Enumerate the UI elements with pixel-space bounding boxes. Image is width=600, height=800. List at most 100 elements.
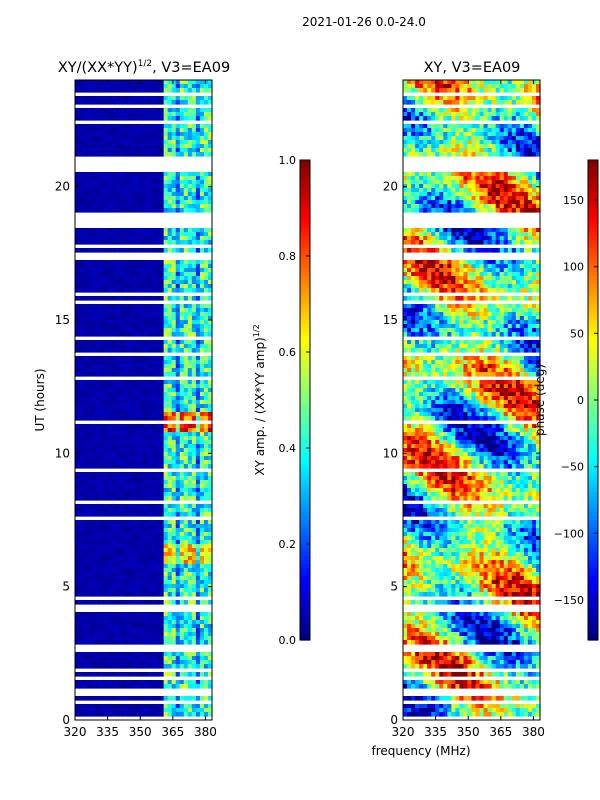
heatmap-cell — [143, 592, 149, 597]
heatmap-cell — [131, 712, 137, 717]
heatmap-cell — [115, 288, 120, 293]
heatmap-cell — [183, 552, 189, 557]
heatmap-cell — [79, 260, 84, 265]
heatmap-cell — [135, 592, 141, 597]
heatmap-cell — [167, 704, 173, 709]
heatmap-cell — [135, 404, 141, 409]
heatmap-cell — [179, 636, 185, 641]
heatmap-cell — [499, 124, 505, 129]
heatmap-cell — [199, 340, 205, 345]
heatmap-cell — [199, 96, 205, 101]
heatmap-cell — [79, 548, 84, 553]
heatmap-cell — [147, 652, 153, 657]
heatmap-cell — [147, 476, 153, 481]
heatmap-cell — [99, 132, 104, 137]
heatmap-cell — [411, 96, 416, 101]
heatmap-cell — [175, 600, 181, 605]
heatmap-cell — [147, 568, 153, 573]
heatmap-cell — [495, 88, 501, 93]
heatmap-cell — [99, 464, 104, 469]
heatmap-cell — [139, 340, 145, 345]
heatmap-cell — [527, 152, 533, 157]
heatmap-cell — [199, 496, 205, 501]
heatmap-cell — [99, 432, 104, 437]
heatmap-cell — [155, 532, 161, 537]
heatmap-cell — [147, 180, 153, 185]
heatmap-cell — [83, 548, 88, 553]
heatmap-cell — [175, 436, 181, 441]
heatmap-cell — [95, 96, 100, 101]
heatmap-cell — [175, 456, 181, 461]
heatmap-cell — [83, 180, 88, 185]
heatmap-cell — [195, 192, 201, 197]
heatmap-cell — [91, 560, 96, 565]
heatmap-cell — [167, 88, 173, 93]
heatmap-cell — [103, 508, 108, 513]
heatmap-cell — [167, 236, 173, 241]
heatmap-cell — [79, 388, 84, 393]
heatmap-cell — [83, 184, 88, 189]
heatmap-cell — [119, 440, 124, 445]
heatmap-cell — [167, 196, 173, 201]
heatmap-cell — [75, 364, 80, 369]
heatmap-cell — [179, 232, 185, 237]
heatmap-cell — [87, 632, 92, 637]
heatmap-cell — [91, 616, 96, 621]
heatmap-cell — [147, 268, 153, 273]
heatmap-cell — [487, 184, 493, 189]
heatmap-cell — [191, 236, 197, 241]
heatmap-cell — [95, 520, 100, 525]
heatmap-cell — [75, 288, 80, 293]
heatmap-cell — [427, 116, 432, 121]
heatmap-cell — [191, 496, 197, 501]
heatmap-cell — [195, 428, 201, 433]
heatmap-cell — [415, 152, 420, 157]
heatmap-cell — [155, 284, 161, 289]
heatmap-cell — [119, 84, 124, 89]
heatmap-cell — [491, 80, 497, 85]
heatmap-cell — [159, 260, 165, 265]
heatmap-cell — [163, 344, 169, 349]
heatmap-cell — [123, 616, 128, 621]
heatmap-cell — [115, 556, 120, 561]
heatmap-cell — [159, 680, 165, 685]
heatmap-cell — [75, 572, 80, 577]
heatmap-cell — [91, 432, 96, 437]
heatmap-cell — [191, 148, 197, 153]
heatmap-cell — [419, 152, 424, 157]
heatmap-cell — [95, 400, 100, 405]
heatmap-cell — [131, 444, 137, 449]
heatmap-cell — [155, 488, 161, 493]
heatmap-cell — [99, 140, 104, 145]
heatmap-cell — [179, 344, 185, 349]
heatmap-cell — [99, 612, 104, 617]
heatmap-cell — [139, 640, 145, 645]
heatmap-cell — [107, 208, 112, 213]
heatmap-cell — [83, 196, 88, 201]
heatmap-cell — [75, 408, 80, 413]
heatmap-cell — [75, 208, 80, 213]
heatmap-cell — [503, 180, 509, 185]
heatmap-cell — [527, 96, 533, 101]
heatmap-cell — [111, 128, 116, 133]
heatmap-cell — [195, 388, 201, 393]
heatmap-cell — [435, 84, 440, 89]
heatmap-cell — [147, 328, 153, 333]
heatmap-cell — [127, 112, 133, 117]
heatmap-cell — [171, 416, 177, 421]
heatmap-cell — [199, 624, 205, 629]
heatmap-cell — [415, 148, 420, 153]
heatmap-cell — [519, 132, 525, 137]
heatmap-cell — [83, 544, 88, 549]
heatmap-cell — [75, 188, 80, 193]
heatmap-cell — [199, 600, 205, 605]
heatmap-cell — [103, 96, 108, 101]
heatmap-cell — [143, 312, 149, 317]
heatmap-cell — [199, 276, 205, 281]
heatmap-cell — [151, 200, 157, 205]
heatmap-cell — [95, 284, 100, 289]
heatmap-cell — [151, 532, 157, 537]
heatmap-cell — [75, 712, 80, 717]
heatmap-cell — [199, 656, 205, 661]
heatmap-cell — [111, 504, 116, 509]
